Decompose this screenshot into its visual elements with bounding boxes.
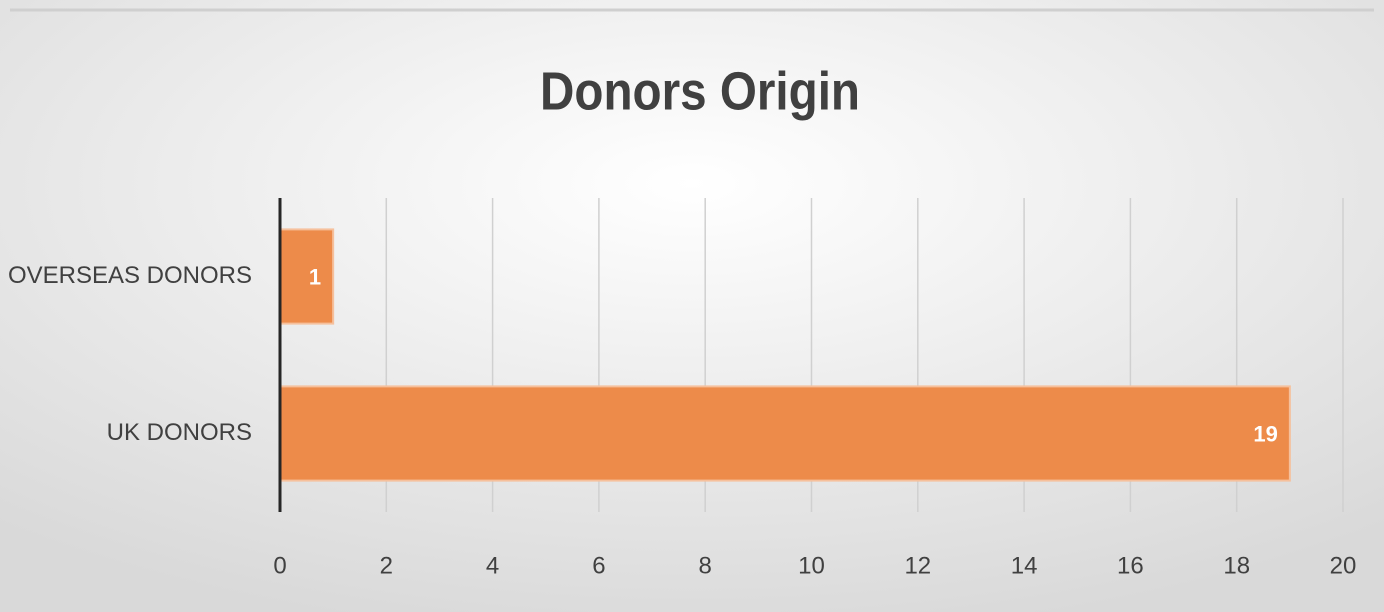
- x-tick-label: 2: [380, 552, 393, 579]
- x-tick-label: 0: [273, 552, 286, 579]
- x-tick-label: 4: [486, 552, 499, 579]
- bar: [279, 385, 1291, 482]
- data-label: 1: [309, 264, 321, 289]
- x-tick-label: 12: [904, 552, 931, 579]
- x-tick-label: 14: [1011, 552, 1038, 579]
- y-tick-label: UK DONORS: [107, 419, 252, 446]
- x-tick-label: 6: [592, 552, 605, 579]
- x-tick-label: 16: [1117, 552, 1144, 579]
- bar: [279, 228, 335, 325]
- data-label: 19: [1253, 421, 1277, 446]
- x-tick-label: 8: [699, 552, 712, 579]
- x-tick-label: 10: [798, 552, 825, 579]
- chart-title: Donors Origin: [540, 61, 860, 121]
- x-tick-label: 18: [1223, 552, 1250, 579]
- x-tick-label: 20: [1330, 552, 1357, 579]
- y-tick-label: OVERSEAS DONORS: [8, 262, 252, 289]
